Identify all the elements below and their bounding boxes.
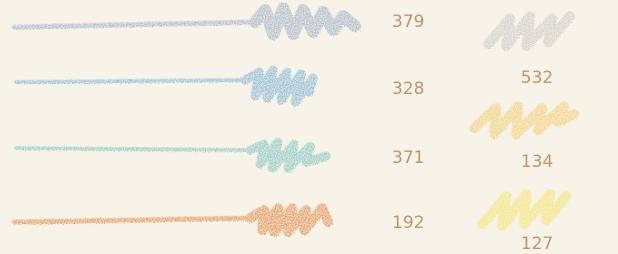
swatch-label: 371 bbox=[392, 148, 424, 168]
swatch-label: 134 bbox=[521, 152, 553, 172]
stroke-371 bbox=[16, 148, 250, 150]
swatch-sheet: 379 328 371 192 532 134 127 bbox=[0, 0, 618, 254]
swatch-label: 532 bbox=[521, 68, 553, 88]
swatch-label: 379 bbox=[392, 12, 424, 32]
stroke-328 bbox=[16, 80, 245, 82]
swatch-label: 192 bbox=[392, 213, 424, 233]
swatch-label: 127 bbox=[521, 234, 553, 254]
swatch-label: 328 bbox=[392, 79, 424, 99]
